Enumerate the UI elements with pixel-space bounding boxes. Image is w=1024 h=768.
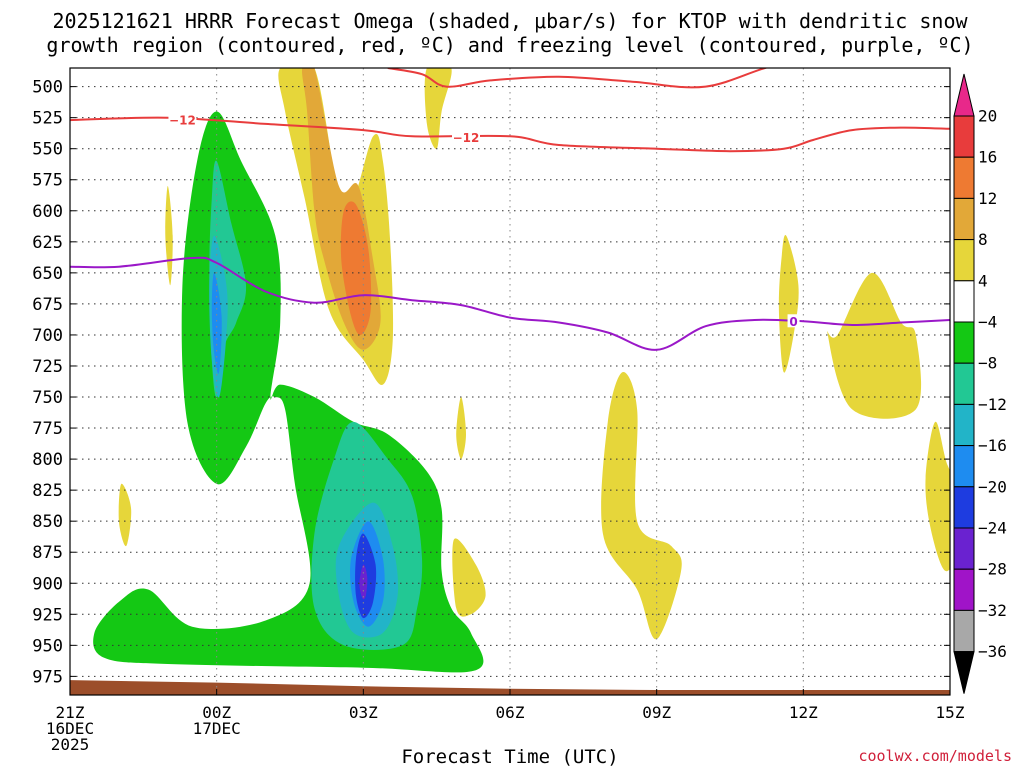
omega-region-21: [359, 564, 368, 600]
omega-region-8: [452, 538, 486, 617]
dgz-upper-contour: [387, 68, 769, 89]
colorbar-swatch-5: [953, 280, 975, 323]
x-tick-label-0-1: 16DEC: [46, 719, 94, 738]
colorbar-label-9: −20: [978, 477, 1007, 496]
colorbar-bottom-triangle: [953, 651, 975, 694]
y-tick-label-550: 550: [32, 140, 63, 160]
colorbar-label-7: −12: [978, 395, 1007, 414]
y-tick-label-975: 975: [32, 667, 63, 687]
colorbar-label-6: −8: [978, 354, 997, 373]
contour-lines: [70, 68, 950, 351]
x-tick-label-0-2: 2025: [51, 735, 90, 754]
x-tick-label-3-0: 00Z: [202, 703, 231, 722]
y-tick-label-850: 850: [32, 512, 63, 532]
omega-region-3: [340, 201, 372, 336]
y-tick-label-675: 675: [32, 295, 63, 315]
y-tick-label-925: 925: [32, 605, 63, 625]
x-tick-label-15-0: 12Z: [789, 703, 818, 722]
x-tick-label-3-1: 17DEC: [193, 719, 241, 738]
colorbar-label-8: −16: [978, 436, 1007, 455]
x-tick-label-18-0: 15Z: [936, 703, 965, 722]
colorbar-label-12: −32: [978, 601, 1007, 620]
colorbar-swatch-12: [953, 568, 975, 611]
dgz-lower-contour: [70, 116, 950, 153]
colorbar-label-0: 20: [978, 107, 997, 126]
x-axis-label: Forecast Time (UTC): [401, 746, 618, 768]
colorbar-swatch-7: [953, 362, 975, 405]
y-tick-label-775: 775: [32, 419, 63, 439]
colorbar-top-triangle: [953, 73, 975, 117]
y-tick-label-500: 500: [32, 78, 63, 98]
colorbar-label-10: −24: [978, 519, 1007, 538]
colorbar-swatch-1: [953, 115, 975, 158]
chart-title-line2: growth region (contoured, red, ºC) and f…: [46, 33, 973, 57]
y-tick-label-600: 600: [32, 202, 63, 222]
omega-region-6: [118, 483, 132, 547]
freezing-level-label-bg-0: [787, 314, 800, 328]
omega-region-12: [925, 421, 950, 572]
colorbar-swatch-11: [953, 527, 975, 570]
x-tick-label-0-0: 21Z: [56, 703, 85, 722]
colorbar-swatch-3: [953, 197, 975, 241]
y-tick-label-900: 900: [32, 574, 63, 594]
colorbar-swatch-9: [953, 445, 975, 488]
terrain-band: [70, 680, 950, 695]
omega-region-5: [165, 186, 173, 286]
freezing-level-contour: [70, 256, 950, 351]
y-tick-label-625: 625: [32, 233, 63, 253]
y-tick-label-950: 950: [32, 636, 63, 656]
freezing-level-label-0: 0: [789, 315, 797, 329]
colorbar-swatch-6: [953, 321, 975, 364]
y-tick-label-800: 800: [32, 450, 63, 470]
y-tick-label-700: 700: [32, 326, 63, 346]
y-axis-ticks: 500 525 550 575 600 625 650 675 700 725 750 775 800 8…: [32, 78, 950, 687]
omega-shaded-regions: [93, 68, 950, 673]
colorbar-swatch-4: [953, 239, 975, 282]
omega-region-13: [93, 111, 484, 673]
colorbar-label-2: 12: [978, 189, 997, 208]
colorbar-label-4: 4: [978, 271, 988, 290]
y-tick-label-525: 525: [32, 109, 63, 129]
colorbar-label-1: 16: [978, 148, 997, 167]
dgz-lower-label-bg-0: [168, 113, 197, 127]
colorbar-label-3: 8: [978, 230, 988, 249]
x-tick-label-9-0: 06Z: [496, 703, 525, 722]
colorbar: 20 16 12 8 4 −4 −8 −12 −16 −20 −24 −28 −32 −36: [953, 73, 1007, 694]
omega-region-4: [424, 68, 452, 149]
dgz-lower-label-1: −12: [453, 131, 480, 145]
dgz-lower-label-bg-1: [452, 130, 480, 144]
colorbar-swatch-8: [953, 403, 975, 447]
y-tick-label-575: 575: [32, 171, 63, 191]
contour-labels: −12 −12 0: [168, 113, 800, 329]
colorbar-swatch-13: [953, 609, 975, 653]
terrain-layer: [70, 680, 950, 695]
y-tick-label-875: 875: [32, 543, 63, 563]
colorbar-label-11: −28: [978, 560, 1007, 579]
grid-lines: [70, 68, 950, 695]
x-tick-label-6-0: 03Z: [349, 703, 378, 722]
y-tick-label-650: 650: [32, 264, 63, 284]
y-tick-label-725: 725: [32, 357, 63, 377]
omega-region-9: [601, 371, 682, 640]
colorbar-swatch-2: [953, 156, 975, 199]
colorbar-label-5: −4: [978, 313, 997, 332]
colorbar-swatch-10: [953, 486, 975, 529]
omega-region-11: [827, 272, 922, 419]
colorbar-label-13: −36: [978, 642, 1007, 661]
chart-title-line1: 2025121621 HRRR Forecast Omega (shaded, …: [52, 9, 968, 33]
y-tick-label-825: 825: [32, 481, 63, 501]
y-tick-label-750: 750: [32, 388, 63, 408]
x-tick-label-12-0: 09Z: [642, 703, 671, 722]
omega-region-10: [778, 234, 799, 373]
dgz-lower-label-0: −12: [169, 114, 196, 128]
credit-text: coolwx.com/models: [858, 747, 1012, 765]
omega-region-18: [211, 272, 222, 374]
